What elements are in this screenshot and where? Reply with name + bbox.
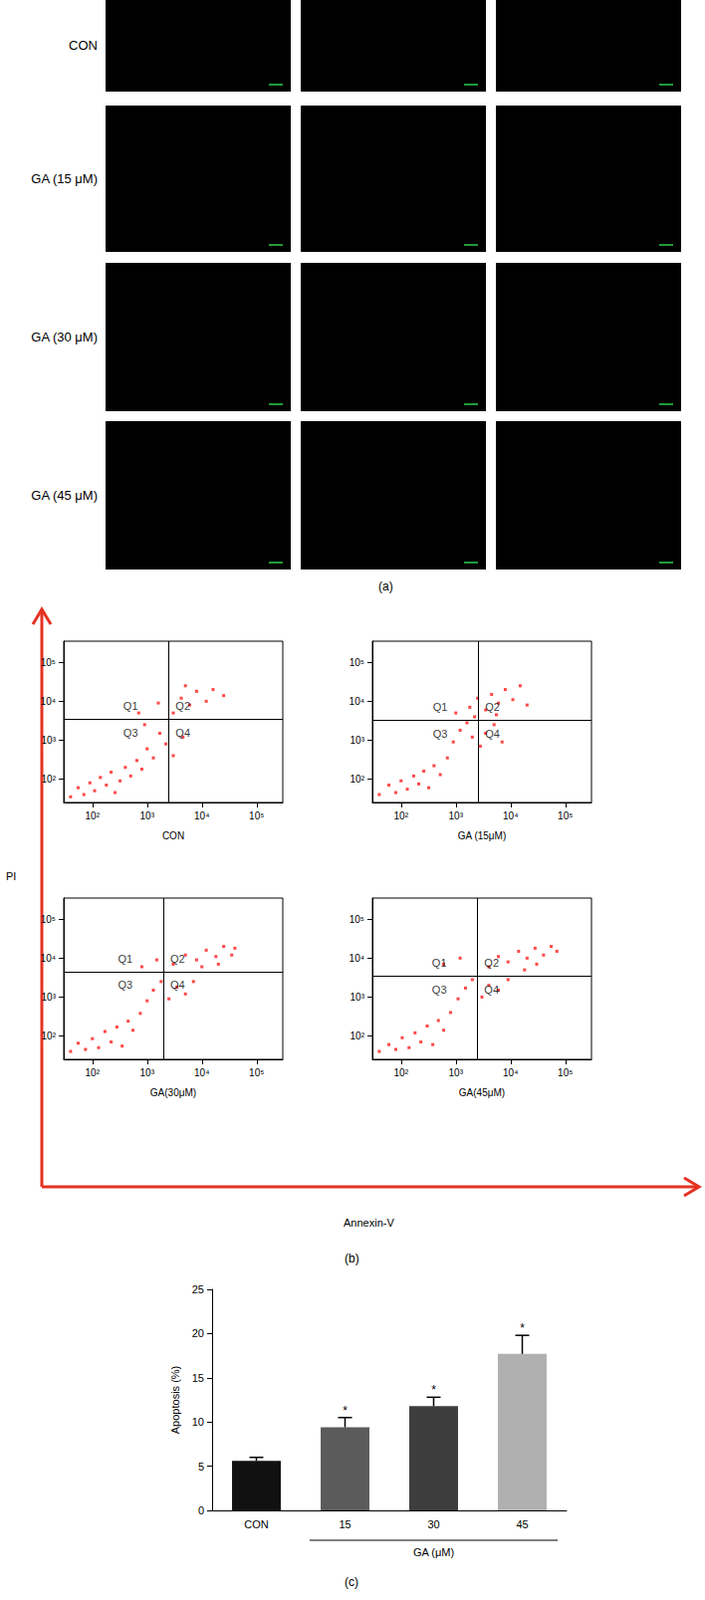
svg-text:10⁴: 10⁴ (502, 1067, 518, 1079)
svg-text:Q4: Q4 (484, 727, 500, 740)
svg-text:Q2: Q2 (484, 701, 500, 713)
svg-text:Q2: Q2 (170, 952, 186, 965)
svg-text:10⁴: 10⁴ (502, 810, 518, 822)
svg-text:GA(30μM): GA(30μM) (150, 1087, 197, 1099)
svg-text:25: 25 (192, 1283, 205, 1296)
svg-text:10⁵: 10⁵ (557, 1067, 573, 1079)
html-text:GA (45 μM): GA (45 μM) (31, 487, 98, 503)
svg-text:10³: 10³ (449, 1067, 465, 1079)
svg-text:Q1: Q1 (118, 952, 134, 965)
svg-text:Q3: Q3 (433, 727, 449, 740)
svg-text:Q3: Q3 (118, 978, 134, 991)
svg-text:10⁴: 10⁴ (40, 696, 56, 707)
svg-text:10⁵: 10⁵ (40, 914, 56, 926)
svg-text:Q4: Q4 (483, 983, 499, 996)
svg-text:Apoptosis (%): Apoptosis (%) (169, 1366, 182, 1434)
svg-text:30: 30 (427, 1518, 440, 1531)
svg-text:Q4: Q4 (175, 726, 191, 739)
svg-text:Q1: Q1 (123, 700, 139, 712)
svg-text:Q3: Q3 (123, 726, 139, 739)
svg-text:10³: 10³ (140, 1067, 156, 1079)
svg-text:Q4: Q4 (170, 978, 186, 991)
svg-text:15: 15 (338, 1518, 351, 1531)
html-text:GA (15 μM): GA (15 μM) (31, 170, 98, 186)
svg-text:10³: 10³ (449, 810, 465, 822)
svg-text:45: 45 (515, 1518, 528, 1531)
svg-text:10⁵: 10⁵ (248, 1067, 264, 1079)
svg-text:10²: 10² (41, 773, 57, 785)
svg-text:Q2: Q2 (175, 700, 191, 712)
svg-text:10⁵: 10⁵ (40, 657, 56, 669)
svg-text:10²: 10² (85, 810, 101, 822)
svg-text:(c): (c) (344, 1575, 359, 1590)
svg-text:10⁵: 10⁵ (248, 810, 264, 822)
svg-text:Q2: Q2 (483, 956, 499, 969)
svg-text:Q1: Q1 (432, 956, 448, 969)
html-text:CON: CON (68, 37, 98, 53)
svg-text:Annexin-V: Annexin-V (343, 1216, 395, 1229)
svg-text:10⁴: 10⁴ (349, 696, 365, 707)
svg-text:10: 10 (192, 1415, 205, 1428)
svg-text:10²: 10² (350, 1030, 366, 1042)
svg-text:10²: 10² (85, 1067, 101, 1079)
svg-text:10³: 10³ (41, 734, 57, 746)
svg-text:GA(45μM): GA(45μM) (459, 1087, 505, 1099)
svg-text:10²: 10² (41, 1030, 57, 1042)
svg-text:GA (μM): GA (μM) (413, 1546, 455, 1559)
svg-text:15: 15 (192, 1372, 205, 1385)
svg-text:*: * (431, 1383, 437, 1398)
html-text:GA (30 μM): GA (30 μM) (31, 329, 98, 345)
svg-text:20: 20 (192, 1327, 205, 1340)
svg-text:10²: 10² (350, 773, 366, 785)
svg-text:10³: 10³ (350, 734, 366, 746)
svg-text:10²: 10² (394, 1067, 410, 1079)
svg-text:10⁴: 10⁴ (40, 952, 56, 964)
svg-text:10⁵: 10⁵ (349, 914, 365, 926)
svg-text:PI: PI (5, 870, 16, 883)
svg-text:10⁵: 10⁵ (557, 810, 573, 822)
svg-text:5: 5 (198, 1460, 205, 1473)
svg-text:CON: CON (162, 830, 185, 842)
svg-text:0: 0 (198, 1504, 205, 1517)
svg-text:10³: 10³ (140, 810, 156, 822)
svg-text:10⁴: 10⁴ (194, 810, 210, 822)
svg-text:*: * (519, 1321, 525, 1336)
svg-text:10²: 10² (394, 810, 410, 822)
svg-text:10⁴: 10⁴ (194, 1067, 210, 1079)
svg-text:Q1: Q1 (433, 701, 449, 713)
svg-text:10³: 10³ (350, 991, 366, 1003)
html-text:(a): (a) (378, 579, 394, 594)
svg-text:(b): (b) (344, 1251, 360, 1266)
svg-text:10⁴: 10⁴ (349, 952, 365, 964)
svg-text:GA (15μM): GA (15μM) (458, 830, 507, 842)
svg-text:CON: CON (243, 1518, 269, 1531)
svg-text:*: * (342, 1404, 348, 1418)
svg-text:10⁵: 10⁵ (349, 657, 365, 669)
svg-text:10³: 10³ (41, 991, 57, 1003)
svg-text:Q3: Q3 (432, 983, 448, 996)
